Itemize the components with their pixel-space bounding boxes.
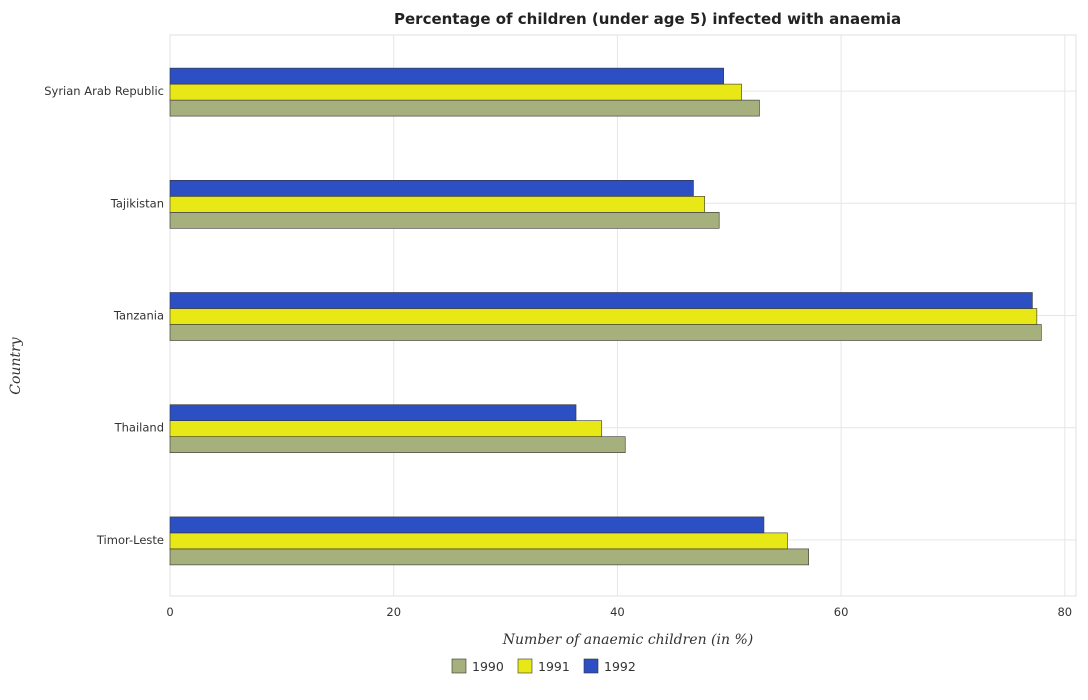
bar (169, 67, 724, 85)
bar (169, 516, 765, 534)
legend-swatch (517, 658, 533, 674)
y-tick-label: Timor-Leste (96, 533, 164, 547)
bar (169, 212, 720, 229)
x-tick-labels: 0 20 40 60 80 (166, 605, 1072, 619)
x-tick-label: 40 (610, 605, 625, 619)
x-tick-label: 80 (1057, 605, 1072, 619)
x-tick-label: 0 (166, 605, 173, 619)
bar (169, 436, 626, 454)
bar (169, 99, 760, 117)
y-tick-label: Thailand (114, 421, 164, 435)
bar (169, 83, 742, 101)
legend-label: 1990 (472, 659, 504, 674)
bar (169, 420, 603, 438)
legend-label: 1991 (538, 659, 570, 674)
bar (169, 548, 809, 566)
x-tick-label: 60 (834, 605, 849, 619)
y-tick-label: Tanzania (113, 309, 164, 323)
y-tick-label: Syrian Arab Republic (44, 84, 164, 98)
x-axis-label: Number of anaemic children (in %) (502, 632, 753, 648)
y-tick-labels: Syrian Arab Republic Tajikistan Tanzania Th… (44, 84, 164, 547)
bar (169, 292, 1033, 309)
bar (169, 308, 1038, 325)
legend-swatch (451, 658, 467, 674)
y-tick-label: Tajikistan (110, 196, 164, 210)
bar (169, 324, 1042, 341)
bar (169, 532, 788, 550)
chart-title: Percentage of children (under age 5) inf… (394, 10, 901, 28)
bar (169, 404, 577, 422)
x-tick-label: 20 (386, 605, 401, 619)
bar (169, 180, 694, 197)
bar (169, 196, 705, 213)
y-axis-label: Country (8, 336, 24, 394)
legend-swatch (583, 658, 599, 674)
bars-group (169, 67, 1042, 566)
legend-label: 1992 (604, 659, 636, 674)
legend: 1990 1991 1992 (451, 658, 636, 674)
